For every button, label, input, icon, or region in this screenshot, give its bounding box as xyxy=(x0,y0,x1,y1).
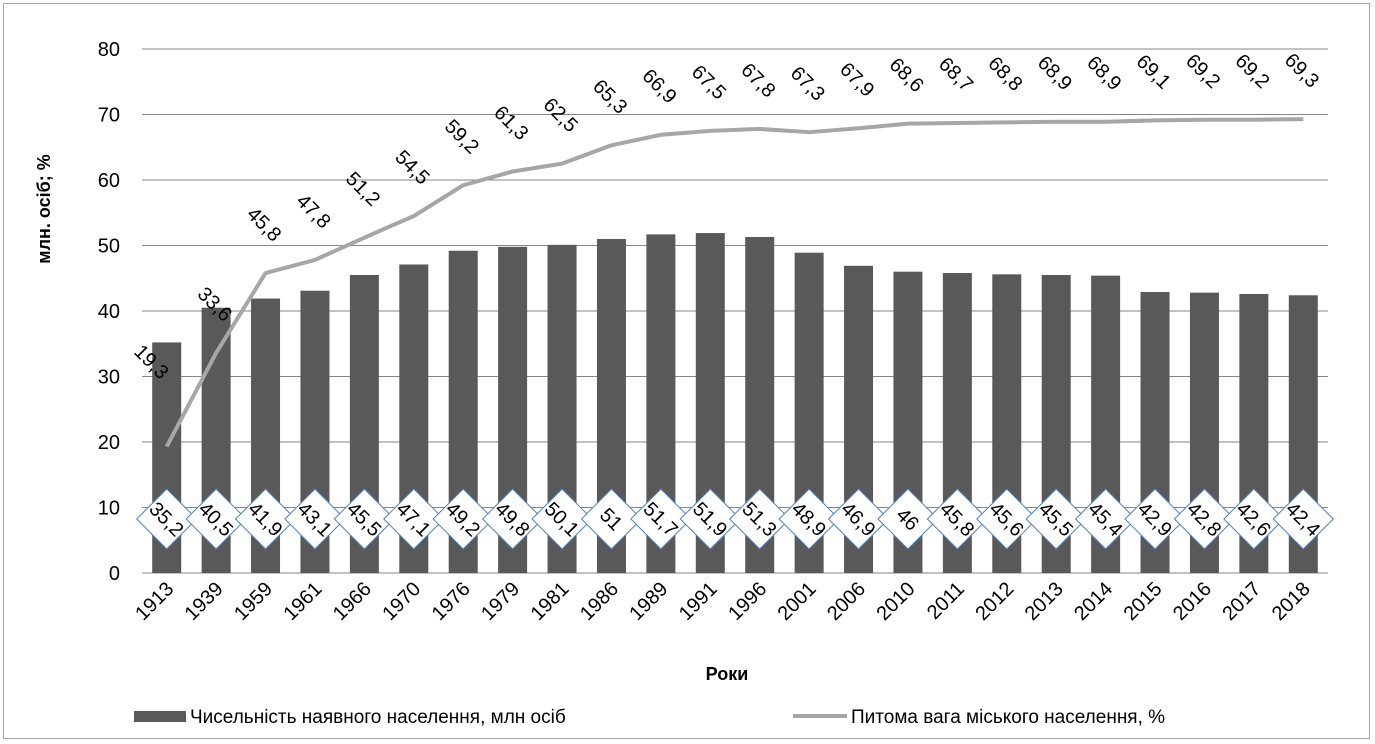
x-tick-label: 2010 xyxy=(872,578,919,625)
x-tick-label: 1913 xyxy=(131,578,178,625)
x-tick-label: 1976 xyxy=(428,578,475,625)
line-data-label: 67,5 xyxy=(687,61,730,104)
y-tick-label: 30 xyxy=(98,367,120,389)
line-data-label: 69,2 xyxy=(1181,50,1224,93)
line-data-label: 59,2 xyxy=(440,115,483,158)
y-tick-label: 60 xyxy=(98,170,120,192)
line-data-label: 69,2 xyxy=(1231,50,1274,93)
x-tick-label: 2006 xyxy=(823,578,870,625)
line-data-label: 61,3 xyxy=(489,102,532,145)
line-data-label: 68,7 xyxy=(934,53,977,96)
y-tick-label: 50 xyxy=(98,236,120,258)
x-tick-label: 2001 xyxy=(774,578,821,625)
bar-data-labels: 35,2 40,5 41,9 43,1 45,5 47,1 49,2 49,8 50,1 51 51… xyxy=(136,488,1334,550)
x-tick-label: 1970 xyxy=(378,578,425,625)
x-axis-title: Роки xyxy=(706,664,749,684)
line-data-label: 67,8 xyxy=(736,59,779,102)
x-tick-label: 2011 xyxy=(923,578,969,624)
line-data-label: 67,3 xyxy=(786,62,829,105)
y-tick-label: 20 xyxy=(98,432,120,454)
line-data-label: 45,8 xyxy=(242,203,285,246)
line-data-label: 54,5 xyxy=(390,146,433,189)
x-tick-label: 1979 xyxy=(477,578,524,625)
x-tick-label: 2012 xyxy=(971,578,1018,625)
line-data-label: 62,5 xyxy=(539,94,582,137)
bar-label-box xyxy=(1272,488,1334,550)
x-tick-label: 2018 xyxy=(1268,578,1315,625)
legend-bar-swatch xyxy=(134,711,186,722)
line-data-label: 68,6 xyxy=(885,54,928,97)
y-tick-label: 0 xyxy=(109,563,120,585)
y-tick-label: 10 xyxy=(98,498,120,520)
y-tick-label: 80 xyxy=(98,39,120,61)
x-tick-label: 2014 xyxy=(1070,578,1117,625)
line-data-label: 68,8 xyxy=(983,53,1026,96)
y-tick-label: 70 xyxy=(98,105,120,127)
x-tick-label: 1989 xyxy=(625,578,672,625)
x-tick-label: 1996 xyxy=(724,578,771,625)
legend-line-label: Питома вага міського населення, % xyxy=(851,707,1165,728)
x-tick-label: 2017 xyxy=(1218,578,1265,625)
x-tick-label: 1986 xyxy=(576,578,623,625)
x-tick-label: 1966 xyxy=(329,578,376,625)
x-tick-label: 1961 xyxy=(279,578,326,625)
x-tick-label: 1991 xyxy=(675,578,722,625)
line-data-label: 67,9 xyxy=(835,58,878,101)
legend-bar-label: Чисельність наявного населення, млн осіб xyxy=(190,707,566,728)
line-data-label: 51,2 xyxy=(341,168,384,211)
x-tick-label: 2016 xyxy=(1169,578,1216,625)
y-axis-ticks: 0 10 20 30 40 50 60 70 80 xyxy=(98,39,120,585)
x-tick-label: 1959 xyxy=(230,578,277,625)
y-axis-title: млн. осіб; % xyxy=(34,154,54,264)
x-tick-label: 2013 xyxy=(1021,578,1068,625)
legend: Чисельність наявного населення, млн осіб… xyxy=(134,707,1165,728)
x-tick-label: 2015 xyxy=(1120,578,1167,625)
line-data-label: 69,3 xyxy=(1280,49,1323,92)
line-data-label: 69,1 xyxy=(1132,51,1175,94)
series-line xyxy=(164,117,1304,448)
line-data-label: 65,3 xyxy=(588,75,631,118)
x-tick-label: 1939 xyxy=(181,578,228,625)
line-data-label: 66,9 xyxy=(638,65,681,108)
x-tick-label: 1981 xyxy=(527,578,574,625)
line-series xyxy=(164,117,1304,448)
gridlines xyxy=(142,48,1328,574)
x-axis: 1913 1939 1959 1961 1966 1970 1976 1979 1981 1986… xyxy=(131,578,1315,625)
line-data-label: 47,8 xyxy=(292,190,335,233)
line-data-label: 68,9 xyxy=(1033,52,1076,95)
y-tick-label: 40 xyxy=(98,301,120,323)
line-data-label: 68,9 xyxy=(1082,52,1125,95)
